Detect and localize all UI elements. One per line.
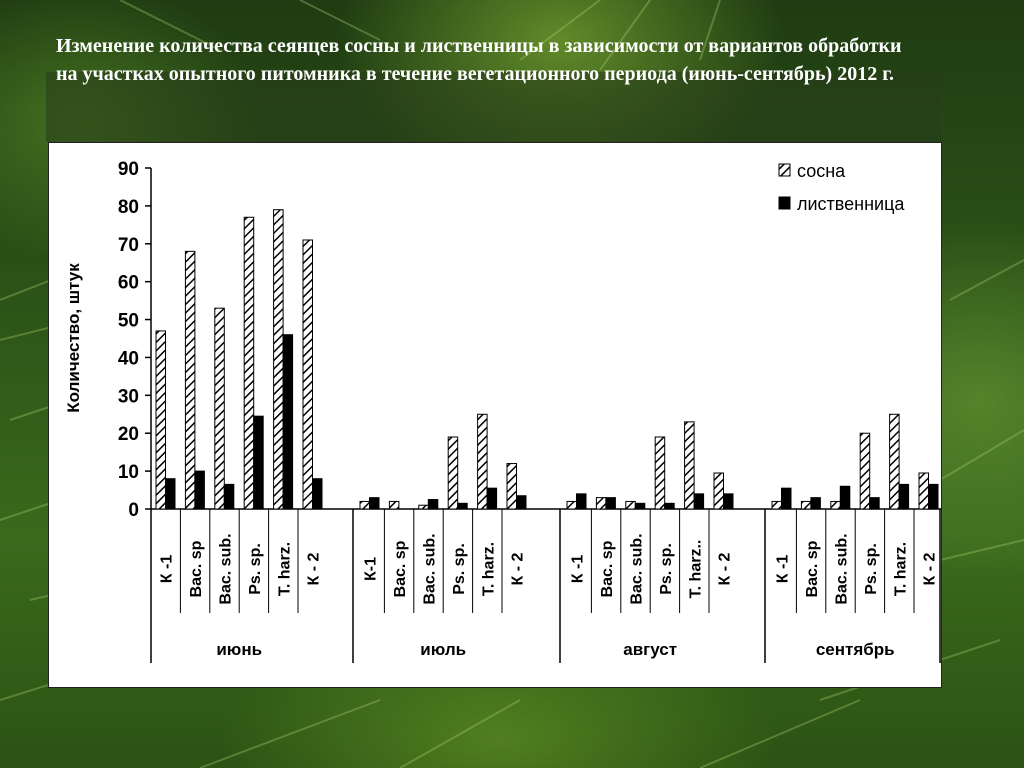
x-category-label: T. harz.. <box>687 540 704 599</box>
x-group-label: сентябрь <box>816 640 895 659</box>
bar-sosna <box>447 436 459 510</box>
x-category-label: Bac. sub. <box>218 533 235 604</box>
x-category-label: T. harz. <box>480 542 497 596</box>
bar-sosna <box>243 216 255 510</box>
bar-listvennitsa <box>457 502 468 510</box>
x-group-label: июль <box>420 640 466 659</box>
x-category-label: Bac. sp <box>804 540 821 597</box>
title-panel <box>46 72 942 142</box>
bar-sosna <box>418 504 429 510</box>
y-axis-title: Количество, штук <box>64 263 83 413</box>
bar-listvennitsa <box>605 497 616 510</box>
x-category-label: К -1 <box>775 555 792 584</box>
bar-listvennitsa <box>839 485 851 510</box>
y-tick-label: 70 <box>118 235 139 256</box>
bar-listvennitsa <box>869 497 880 510</box>
bar-sosna <box>506 463 517 510</box>
bar-listvennitsa <box>634 502 646 510</box>
y-tick-label: 60 <box>118 273 139 294</box>
bar-listvennitsa <box>253 415 264 510</box>
bar-listvennitsa <box>282 334 294 510</box>
bar-chart: 0 10 20 30 40 50 60 70 80 90 Количество, штук К -1 B… <box>64 159 941 663</box>
bar-listvennitsa <box>486 487 498 510</box>
bar-listvennitsa <box>576 493 587 510</box>
bar-listvennitsa <box>723 493 734 510</box>
bar-sosna <box>273 209 284 510</box>
x-category-label: Bac. sp <box>392 540 409 597</box>
x-category-label: К -1 <box>159 555 176 584</box>
x-category-label: Bac. sub. <box>422 533 439 604</box>
x-category-label: К - 2 <box>922 552 939 585</box>
y-tick-label: 0 <box>128 500 139 521</box>
y-tick-label: 10 <box>118 462 139 483</box>
x-category-label: К - 2 <box>717 552 734 585</box>
bar-listvennitsa <box>312 478 323 510</box>
bar-listvennitsa <box>781 487 792 510</box>
chart-frame: 0 10 20 30 40 50 60 70 80 90 Количество, штук К -1 B… <box>48 142 942 688</box>
y-tick-label: 40 <box>118 348 139 369</box>
bar-sosna <box>684 421 695 510</box>
x-group-label: июнь <box>216 640 262 659</box>
bar-sosna <box>566 500 577 510</box>
bar-sosna <box>713 472 724 510</box>
x-category-label: Ps. sp. <box>247 543 264 595</box>
y-tick-label: 30 <box>118 386 139 407</box>
bar-sosna <box>184 250 196 510</box>
y-tick-label: 80 <box>118 197 139 218</box>
bar-sosna <box>800 500 812 510</box>
bar-listvennitsa <box>165 478 176 510</box>
legend-swatch-sosna <box>778 163 791 177</box>
x-group-label: август <box>623 640 677 659</box>
bar-listvennitsa <box>898 483 910 510</box>
bar-sosna <box>359 500 370 510</box>
bar-sosna <box>771 500 782 510</box>
x-category-label: T. harz. <box>276 542 293 596</box>
x-category-label: Ps. sp. <box>658 543 675 595</box>
legend-swatch-listvennitsa <box>778 196 791 210</box>
bar-sosna <box>625 500 636 510</box>
x-category-label: Ps. sp. <box>863 543 880 595</box>
bar-sosna <box>889 413 900 510</box>
bar-listvennitsa <box>516 495 527 510</box>
bar-sosna <box>302 239 313 510</box>
x-category-label: Ps. sp. <box>451 543 468 595</box>
x-category-label: К - 2 <box>510 552 527 585</box>
x-category-label: Bac. sub. <box>629 533 646 604</box>
x-category-label: T. harz. <box>892 542 909 596</box>
bar-listvennitsa <box>223 483 235 510</box>
bar-listvennitsa <box>427 499 439 510</box>
bar-sosna <box>595 497 607 510</box>
bar-sosna <box>388 500 400 510</box>
bar-listvennitsa <box>194 470 205 510</box>
legend-label-sosna: сосна <box>797 161 846 181</box>
y-tick-label: 50 <box>118 311 139 332</box>
x-category-label: К - 2 <box>306 552 323 585</box>
bar-listvennitsa <box>810 497 821 510</box>
bar-listvennitsa <box>369 497 380 510</box>
bar-sosna <box>859 432 871 510</box>
x-category-label: К -1 <box>570 555 587 584</box>
bar-sosna <box>830 500 841 510</box>
bar-sosna <box>477 413 488 510</box>
bar-sosna <box>654 436 666 510</box>
y-tick-label: 90 <box>118 159 139 180</box>
slide-title: Изменение количества сеянцев сосны и лис… <box>56 35 902 85</box>
y-tick-label: 20 <box>118 424 139 445</box>
x-category-label: Bac. sp <box>188 540 205 597</box>
bar-sosna <box>214 307 225 510</box>
bar-listvennitsa <box>928 483 939 510</box>
legend-label-listvennitsa: лиственница <box>797 194 905 214</box>
bar-listvennitsa <box>693 493 705 510</box>
bar-listvennitsa <box>664 502 675 510</box>
bar-sosna <box>918 472 929 510</box>
x-category-label: Bac. sub. <box>834 533 851 604</box>
x-category-label: Bac. sp <box>599 540 616 597</box>
bar-sosna <box>155 330 166 510</box>
x-category-label: К-1 <box>363 557 380 581</box>
